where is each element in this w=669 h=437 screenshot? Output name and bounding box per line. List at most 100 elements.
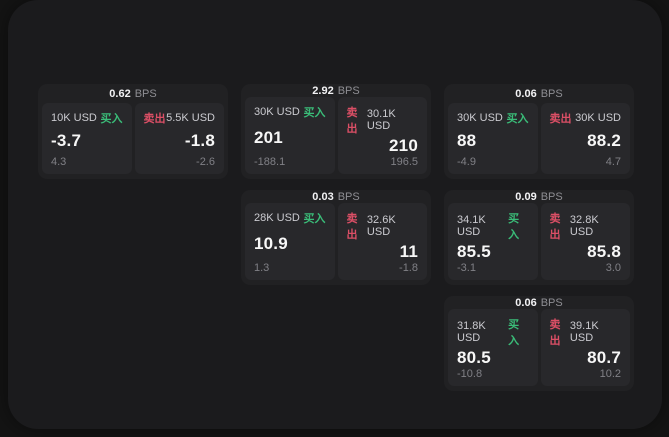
- sell-tile[interactable]: 卖出 32.6K USD 11 -1.8: [337, 203, 427, 280]
- bps-unit-label: BPS: [540, 296, 563, 309]
- sell-amount: 5.5K USD: [166, 112, 215, 124]
- sell-price: -1.8: [184, 131, 215, 150]
- sell-tile[interactable]: 卖出 39.1K USD 80.7 10.2: [540, 309, 630, 386]
- sell-tile-top: 卖出 30K USD: [550, 110, 622, 126]
- bps-unit-label: BPS: [134, 87, 157, 100]
- buy-delta: -188.1: [254, 156, 286, 168]
- sell-price: 80.7: [587, 348, 621, 367]
- sell-tile-top: 卖出 32.6K USD: [347, 210, 419, 242]
- bps-unit-label: BPS: [540, 190, 563, 203]
- bps-header: 0.62 BPS: [42, 84, 224, 103]
- sell-tile-top: 卖出 30.1K USD: [347, 104, 419, 136]
- buy-tile-top: 28K USD 买入: [254, 210, 326, 226]
- bps-unit-label: BPS: [337, 190, 360, 203]
- buy-delta: -3.1: [457, 262, 476, 274]
- buy-amount: 31.8K USD: [457, 320, 486, 344]
- quote-card[interactable]: 0.06 BPS 30K USD 买入 88 -4.9 卖出 30K USD 8…: [444, 84, 634, 179]
- buy-tag: 买入: [508, 213, 520, 241]
- buy-amount: 34.1K USD: [457, 214, 486, 238]
- buy-tag: 买入: [100, 113, 123, 125]
- buy-tile-top: 30K USD 买入: [254, 104, 326, 120]
- quote-card[interactable]: 0.09 BPS 34.1K USD 买入 85.5 -3.1 卖出 32.8K…: [444, 190, 634, 285]
- sell-price: 88.2: [587, 131, 621, 150]
- buy-tag: 买入: [303, 107, 326, 119]
- bps-header: 0.06 BPS: [448, 84, 630, 103]
- sell-delta: -2.6: [196, 156, 215, 168]
- buy-tile[interactable]: 31.8K USD 买入 80.5 -10.8: [448, 309, 538, 386]
- buy-tile-top: 31.8K USD 买入: [457, 316, 529, 348]
- sell-tag: 卖出: [549, 113, 572, 125]
- sell-tile[interactable]: 卖出 5.5K USD -1.8 -2.6: [134, 103, 224, 174]
- buy-delta: 4.3: [51, 156, 67, 168]
- sell-delta: 3.0: [605, 262, 621, 274]
- buy-tag: 买入: [506, 113, 529, 125]
- sell-price: 210: [389, 136, 418, 155]
- buy-price: 88: [457, 131, 477, 150]
- bps-value: 0.06: [515, 296, 537, 309]
- buy-tile-top: 30K USD 买入: [457, 110, 529, 126]
- sell-tile[interactable]: 卖出 30.1K USD 210 196.5: [337, 97, 427, 174]
- buy-tile[interactable]: 34.1K USD 买入 85.5 -3.1: [448, 203, 538, 280]
- quote-card[interactable]: 0.06 BPS 31.8K USD 买入 80.5 -10.8 卖出 39.1…: [444, 296, 634, 391]
- sell-tile-top: 卖出 32.8K USD: [550, 210, 622, 242]
- quote-card-body: 30K USD 买入 88 -4.9 卖出 30K USD 88.2 4.7: [448, 103, 630, 174]
- buy-delta: -4.9: [457, 156, 476, 168]
- sell-tag: 卖出: [346, 107, 358, 135]
- buy-tile-top: 34.1K USD 买入: [457, 210, 529, 242]
- bps-header: 2.92 BPS: [245, 84, 427, 97]
- sell-delta: 10.2: [599, 368, 621, 380]
- sell-amount: 30K USD: [575, 112, 621, 124]
- quote-card-body: 31.8K USD 买入 80.5 -10.8 卖出 39.1K USD 80.…: [448, 309, 630, 386]
- bps-value: 0.03: [312, 190, 334, 203]
- buy-tile[interactable]: 30K USD 买入 88 -4.9: [448, 103, 538, 174]
- bps-unit-label: BPS: [337, 84, 360, 97]
- sell-tile-top: 卖出 5.5K USD: [144, 110, 216, 126]
- quote-card-body: 28K USD 买入 10.9 1.3 卖出 32.6K USD 11 -1.8: [245, 203, 427, 280]
- sell-tile[interactable]: 卖出 32.8K USD 85.8 3.0: [540, 203, 630, 280]
- buy-delta: 1.3: [254, 262, 270, 274]
- quote-card-body: 30K USD 买入 201 -188.1 卖出 30.1K USD 210 1…: [245, 97, 427, 174]
- buy-tag: 买入: [303, 213, 326, 225]
- quote-card-body: 10K USD 买入 -3.7 4.3 卖出 5.5K USD -1.8 -2.…: [42, 103, 224, 174]
- sell-tag: 卖出: [346, 213, 358, 241]
- buy-amount: 10K USD: [51, 112, 97, 124]
- buy-tile[interactable]: 10K USD 买入 -3.7 4.3: [42, 103, 132, 174]
- buy-delta: -10.8: [457, 368, 483, 380]
- main-panel: 0.62 BPS 10K USD 买入 -3.7 4.3 卖出 5.5K USD…: [8, 0, 662, 429]
- sell-amount: 32.8K USD: [569, 214, 599, 238]
- quotes-grid: 0.62 BPS 10K USD 买入 -3.7 4.3 卖出 5.5K USD…: [38, 84, 634, 391]
- sell-price: 11: [399, 242, 418, 261]
- bps-header: 0.06 BPS: [448, 296, 630, 309]
- sell-delta: 4.7: [605, 156, 621, 168]
- sell-amount: 30.1K USD: [366, 108, 396, 132]
- buy-price: 85.5: [457, 242, 491, 261]
- sell-delta: 196.5: [390, 156, 418, 168]
- quote-card[interactable]: 2.92 BPS 30K USD 买入 201 -188.1 卖出 30.1K …: [241, 84, 431, 179]
- bps-header: 0.03 BPS: [245, 190, 427, 203]
- quote-card[interactable]: 0.03 BPS 28K USD 买入 10.9 1.3 卖出 32.6K US…: [241, 190, 431, 285]
- buy-tile-top: 10K USD 买入: [51, 110, 123, 126]
- buy-amount: 28K USD: [254, 212, 300, 224]
- sell-amount: 39.1K USD: [569, 320, 599, 344]
- buy-price: -3.7: [51, 131, 82, 150]
- bps-value: 0.09: [515, 190, 537, 203]
- buy-tile[interactable]: 28K USD 买入 10.9 1.3: [245, 203, 335, 280]
- buy-tag: 买入: [508, 319, 520, 347]
- bps-unit-label: BPS: [540, 87, 563, 100]
- sell-price: 85.8: [587, 242, 621, 261]
- buy-amount: 30K USD: [457, 112, 503, 124]
- buy-price: 10.9: [254, 234, 288, 253]
- sell-tile[interactable]: 卖出 30K USD 88.2 4.7: [540, 103, 630, 174]
- sell-delta: -1.8: [399, 262, 418, 274]
- sell-tag: 卖出: [549, 213, 561, 241]
- buy-price: 80.5: [457, 348, 491, 367]
- sell-tag: 卖出: [143, 113, 166, 125]
- bps-value: 2.92: [312, 84, 334, 97]
- bps-value: 0.62: [109, 87, 131, 100]
- sell-tag: 卖出: [549, 319, 561, 347]
- buy-tile[interactable]: 30K USD 买入 201 -188.1: [245, 97, 335, 174]
- sell-amount: 32.6K USD: [366, 214, 396, 238]
- buy-price: 201: [254, 128, 283, 147]
- buy-amount: 30K USD: [254, 106, 300, 118]
- quote-card[interactable]: 0.62 BPS 10K USD 买入 -3.7 4.3 卖出 5.5K USD…: [38, 84, 228, 179]
